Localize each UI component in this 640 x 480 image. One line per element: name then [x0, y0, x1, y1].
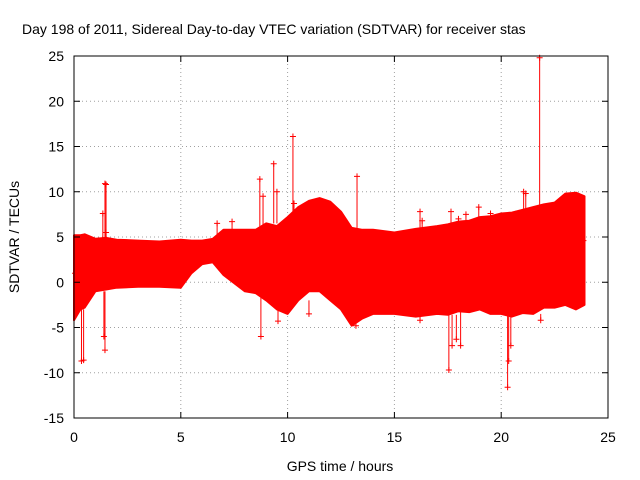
data-point [513, 210, 520, 217]
data-point [419, 217, 426, 224]
x-tick-labels: 0 5 10 15 20 25 [70, 429, 616, 445]
data-point [80, 357, 87, 364]
y-tick-label: 15 [48, 139, 64, 155]
y-tick-label: 20 [48, 93, 64, 109]
data-point [289, 133, 296, 140]
data-point [504, 384, 511, 391]
data-point [103, 181, 110, 188]
y-tick-label: 0 [56, 274, 64, 290]
sdtvar-band [73, 191, 586, 327]
data-point [522, 190, 529, 197]
chart-title: Day 198 of 2011, Sidereal Day-to-day VTE… [22, 21, 526, 37]
x-axis-label: GPS time / hours [287, 458, 394, 474]
data-point [229, 218, 236, 225]
data-point [72, 270, 79, 277]
data-point [580, 237, 587, 244]
data-point [507, 342, 514, 349]
data-point [448, 208, 455, 215]
data-point [100, 333, 107, 340]
data-point [462, 211, 469, 218]
data-point [445, 367, 452, 374]
tick-marks [73, 55, 609, 419]
data-point [305, 310, 312, 317]
data-point [417, 208, 424, 215]
data-point [101, 347, 108, 354]
data-point [417, 317, 424, 324]
data-points [72, 54, 587, 391]
data-point [505, 357, 512, 364]
data-point [273, 188, 280, 195]
y-tick-labels: -15 -10 -5 0 5 10 15 20 25 [44, 48, 64, 426]
data-point [103, 229, 110, 236]
y-axis-label: SDTVAR / TECUs [6, 181, 22, 293]
x-tick-label: 15 [387, 429, 403, 445]
data-band [73, 191, 586, 327]
data-point [260, 193, 267, 200]
data-point [99, 210, 106, 217]
y-tick-label: -10 [44, 365, 64, 381]
data-point [101, 180, 108, 187]
x-tick-label: 5 [177, 429, 185, 445]
x-tick-label: 25 [600, 429, 616, 445]
data-point [453, 336, 460, 343]
y-tick-label: -15 [44, 410, 64, 426]
data-point [291, 200, 298, 207]
data-point [449, 342, 456, 349]
data-point [270, 160, 277, 167]
data-point [579, 288, 586, 295]
y-tick-label: -5 [52, 320, 65, 336]
data-point [487, 210, 494, 217]
data-point [528, 208, 535, 215]
data-point [536, 297, 543, 304]
data-point [214, 220, 221, 227]
data-point [475, 204, 482, 211]
x-tick-label: 20 [493, 429, 509, 445]
data-point [274, 318, 281, 325]
y-tick-label: 25 [48, 48, 64, 64]
x-tick-label: 0 [70, 429, 78, 445]
data-point [257, 333, 264, 340]
data-point [354, 173, 361, 180]
data-point [256, 176, 263, 183]
data-point [537, 317, 544, 324]
y-tick-label: 10 [48, 184, 64, 200]
y-tick-label: 5 [56, 229, 64, 245]
data-point [352, 322, 359, 329]
data-point [457, 342, 464, 349]
data-point [455, 215, 462, 222]
x-tick-label: 10 [280, 429, 296, 445]
